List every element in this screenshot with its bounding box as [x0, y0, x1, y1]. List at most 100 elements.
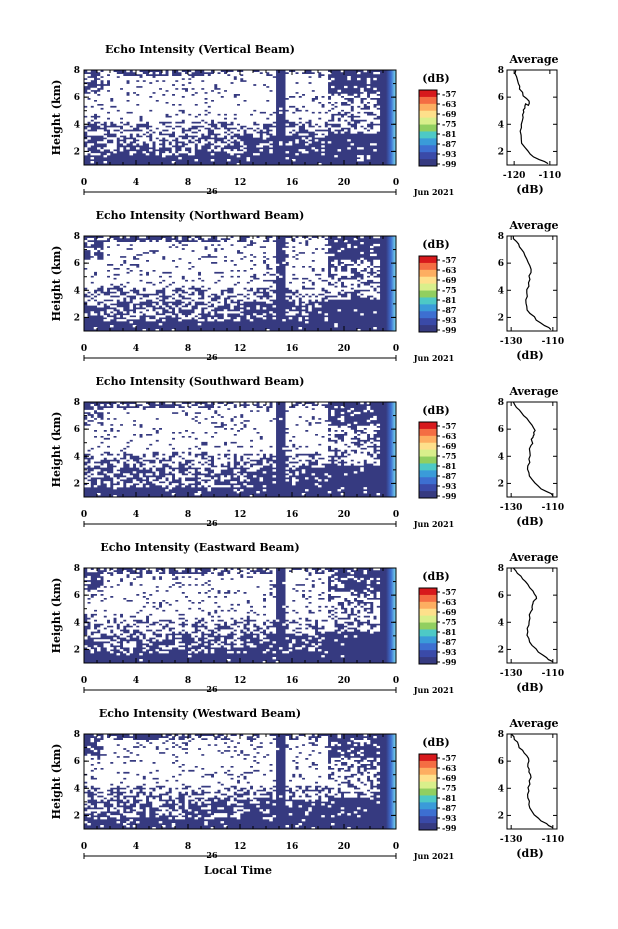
profile-y-tick-label: 2	[498, 479, 504, 489]
profile-x-axis-label: (dB)	[516, 515, 543, 528]
colorbar-swatch	[419, 145, 437, 153]
colorbar-tick-label: -63	[442, 265, 457, 275]
y-tick-label: 8	[74, 398, 80, 408]
colorbar-swatch	[419, 622, 437, 630]
colorbar-tick-label: -93	[442, 647, 457, 657]
profile-x-tick-label: -130	[500, 503, 523, 513]
colorbar-tick-label: -69	[442, 109, 457, 119]
x-tick-label: 12	[234, 676, 247, 686]
y-tick-label: 6	[74, 259, 80, 269]
colorbar-swatch	[419, 484, 437, 492]
x-tick-label: 12	[234, 178, 247, 188]
x-tick-label: 4	[133, 178, 139, 188]
x-tick-label: 20	[338, 344, 351, 354]
colorbar-tick-label: -81	[442, 129, 456, 139]
colorbar-tick-label: -63	[442, 597, 457, 607]
profile-x-tick-label: -130	[500, 835, 523, 845]
profile-frame	[506, 567, 558, 664]
date-label: 26	[206, 518, 218, 528]
colorbar-swatch	[419, 428, 437, 437]
colorbar-tick-label: -81	[442, 461, 456, 471]
profile-y-tick-label: 6	[498, 259, 504, 269]
colorbar-tick-label: -69	[442, 773, 457, 783]
colorbar-unit: (dB)	[422, 72, 449, 85]
colorbar-tick-label: -57	[442, 255, 456, 265]
profile-x-axis-label: (dB)	[516, 681, 543, 694]
colorbar-swatch	[419, 103, 437, 112]
x-tick-label: 4	[133, 676, 139, 686]
heatmap-strong-echo-edge	[386, 402, 396, 497]
x-tick-label: 8	[185, 842, 191, 852]
month-label: Jun 2021	[413, 519, 454, 529]
x-tick-label: 16	[286, 842, 299, 852]
colorbar-tick-label: -99	[442, 491, 457, 501]
y-axis-label: Height (km)	[50, 578, 63, 654]
colorbar-swatch	[419, 262, 437, 271]
colorbar-tick-label: -87	[442, 139, 456, 149]
panel-1: Echo Intensity (Vertical Beam) 2 4 6 8 Height…	[50, 43, 561, 197]
colorbar-tick-label: -63	[442, 99, 457, 109]
month-label: Jun 2021	[413, 187, 454, 197]
date-label: 26	[206, 850, 218, 860]
colorbar-swatch	[419, 477, 437, 485]
profile-y-tick-label: 6	[498, 425, 504, 435]
profile-x-tick-label: -110	[539, 171, 562, 181]
x-tick-label: 0	[393, 178, 399, 188]
colorbar-tick-label: -75	[442, 783, 456, 793]
colorbar-tick-label: -87	[442, 637, 456, 647]
colorbar-swatch	[419, 110, 437, 119]
profile-title: Average	[508, 551, 558, 564]
profile-frame	[506, 235, 558, 332]
colorbar-swatch	[419, 650, 437, 658]
colorbar-tick-label: -93	[442, 481, 457, 491]
colorbar-tick-label: -69	[442, 275, 457, 285]
colorbar-swatch	[419, 256, 437, 264]
colorbar-swatch	[419, 754, 437, 762]
profile-frame	[506, 401, 558, 498]
colorbar-tick-label: -75	[442, 451, 456, 461]
x-tick-label: 8	[185, 178, 191, 188]
y-tick-label: 6	[74, 757, 80, 767]
y-axis-label: Height (km)	[50, 412, 63, 488]
y-axis-label: Height (km)	[50, 246, 63, 322]
colorbar-tick-label: -75	[442, 285, 456, 295]
colorbar-tick-label: -63	[442, 763, 457, 773]
profile-y-tick-label: 2	[498, 313, 504, 323]
colorbar-swatch	[419, 449, 437, 457]
profile-y-tick-label: 4	[498, 286, 504, 296]
heatmap-no-echo-cells	[84, 568, 381, 664]
colorbar-swatch	[419, 795, 437, 803]
colorbar-swatch	[419, 788, 437, 796]
colorbar-swatch	[419, 781, 437, 789]
profile-title: Average	[508, 219, 558, 232]
colorbar-swatch	[419, 809, 437, 817]
colorbar-swatch	[419, 422, 437, 430]
colorbar-swatch	[419, 325, 437, 333]
colorbar-swatch	[419, 96, 437, 105]
panel-title: Echo Intensity (Westward Beam)	[99, 707, 301, 720]
y-tick-label: 4	[74, 784, 80, 794]
date-label: 26	[206, 684, 218, 694]
date-label: 26	[206, 352, 218, 362]
x-tick-label: 0	[393, 510, 399, 520]
y-tick-label: 6	[74, 93, 80, 103]
profile-x-axis-label: (dB)	[516, 349, 543, 362]
y-tick-label: 8	[74, 730, 80, 740]
y-tick-label: 4	[74, 286, 80, 296]
profile-y-tick-label: 8	[498, 730, 504, 740]
colorbar-swatch	[419, 442, 437, 451]
x-tick-label: 0	[393, 676, 399, 686]
profile-frame	[506, 733, 558, 830]
y-tick-label: 4	[74, 618, 80, 628]
colorbar-swatch	[419, 774, 437, 783]
x-tick-label: 16	[286, 344, 299, 354]
y-axis-label: Height (km)	[50, 80, 63, 156]
profile-y-tick-label: 6	[498, 93, 504, 103]
x-tick-label: 4	[133, 510, 139, 520]
profile-y-tick-label: 4	[498, 618, 504, 628]
month-label: Jun 2021	[413, 353, 454, 363]
x-tick-label: 0	[81, 510, 87, 520]
x-tick-label: 4	[133, 842, 139, 852]
x-tick-label: 12	[234, 510, 247, 520]
